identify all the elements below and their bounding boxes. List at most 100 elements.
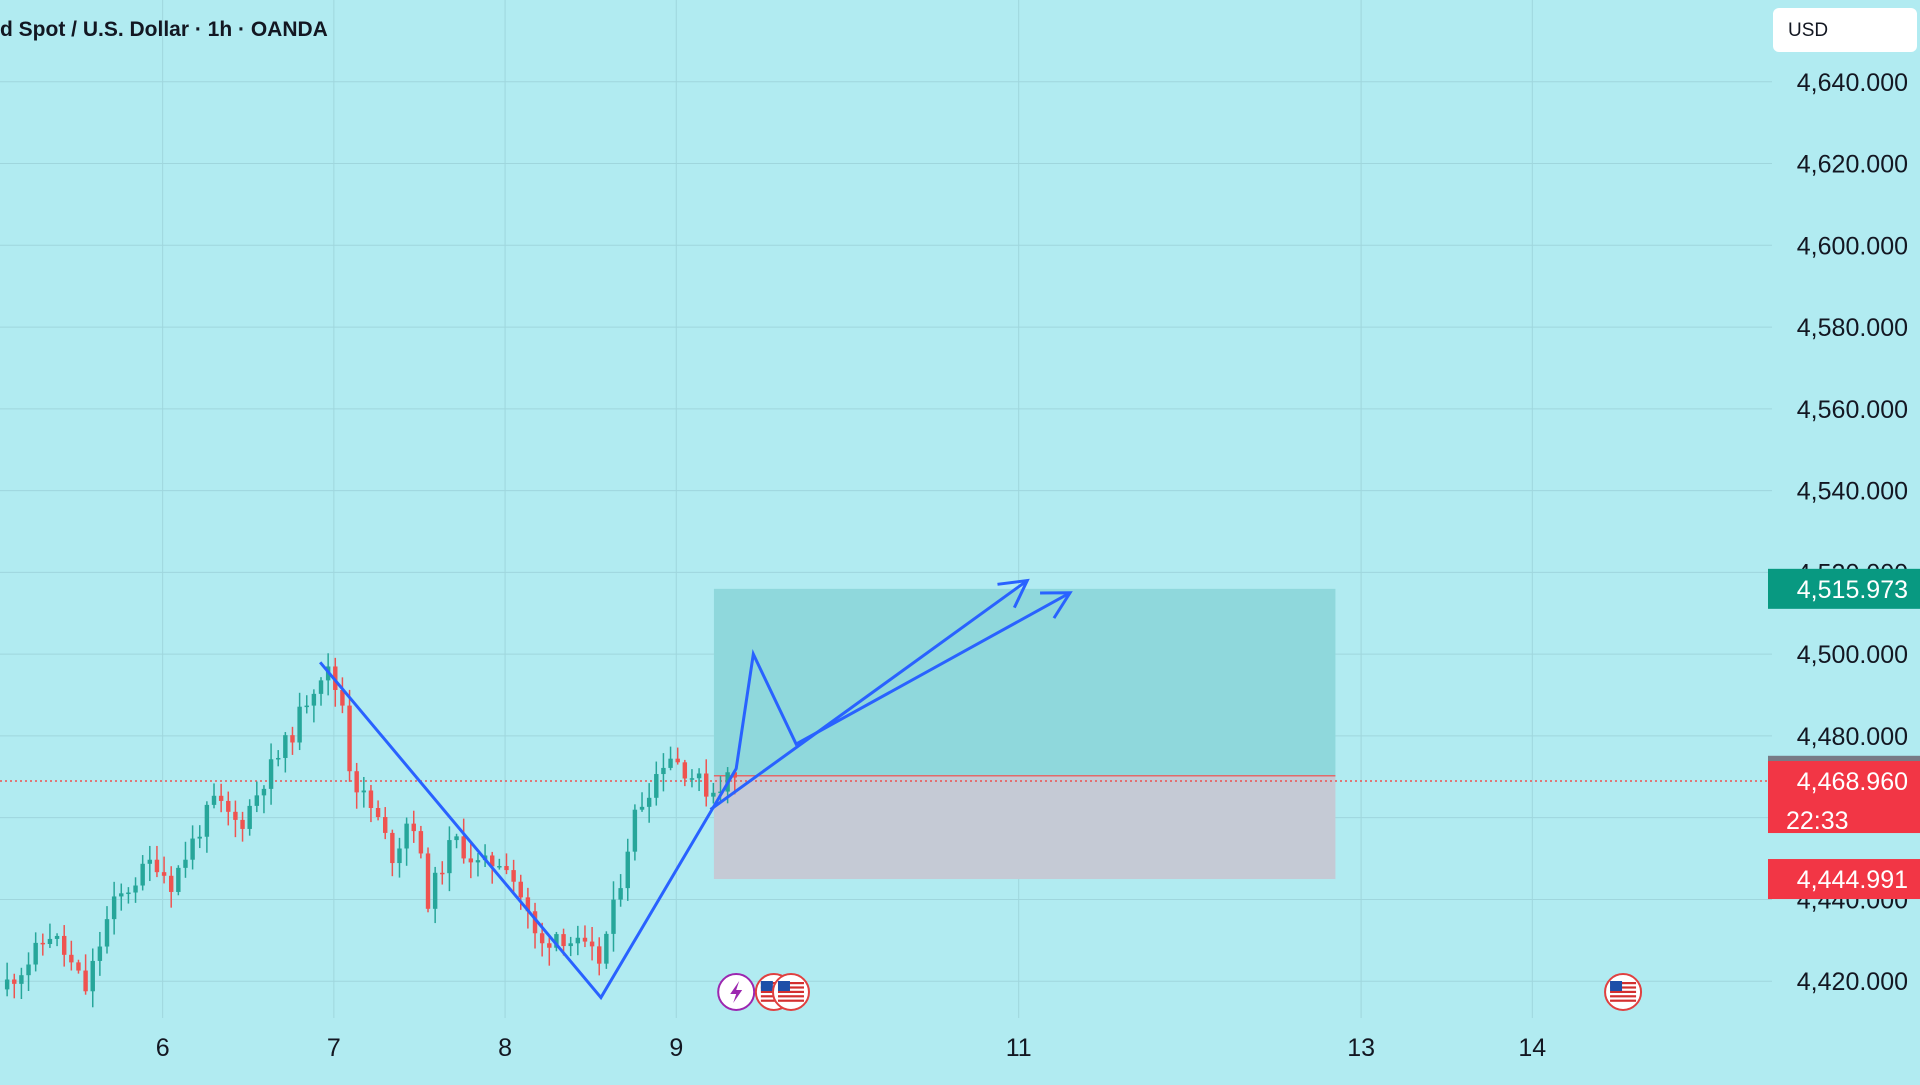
target-zone[interactable] [713,588,1336,776]
candle [119,883,124,911]
price-tick-label: 4,500.000 [1797,641,1908,669]
candle [154,845,160,878]
price-tick-label: 4,540.000 [1797,478,1908,506]
candle [682,759,688,787]
candle [475,853,481,877]
candle [304,695,309,714]
time-tick-label: 13 [1347,1034,1375,1062]
candle [418,825,424,859]
time-tick-label: 7 [327,1034,341,1062]
candle [411,810,416,843]
trend-arrow[interactable] [709,579,1029,811]
candle [47,923,53,948]
drawings[interactable] [319,578,1073,1001]
zigzag-projection[interactable] [319,591,1071,1001]
us-flag-icon[interactable] [771,973,810,1011]
candle [354,762,359,809]
candle [97,931,103,976]
candle [176,865,181,896]
stop-price-badge-value: 4,444.991 [1797,866,1908,894]
candle [604,931,609,969]
lightning-icon[interactable] [717,973,756,1011]
candle [297,692,302,751]
candle [461,818,466,864]
candle [639,792,645,812]
candle [190,825,195,870]
candle [19,967,24,1000]
zigzag-arrow-head [1040,591,1073,619]
currency-button[interactable]: USD [1773,8,1917,52]
candle [554,931,559,952]
candle [204,801,210,853]
candle [211,783,217,809]
arrow-head [997,578,1030,609]
stop-zone[interactable] [713,775,1336,880]
candle [233,800,238,838]
candle [290,726,295,755]
candle [133,877,138,903]
candle [597,937,602,976]
candle [104,906,110,954]
position-tool[interactable] [0,588,1772,880]
time-tick-label: 9 [669,1034,683,1062]
price-tick-label: 4,420.000 [1797,968,1908,996]
candle [361,776,367,808]
last-price-badge-value: 4,468.960 [1797,768,1908,796]
stop-price-badge: 4,444.991 [1768,859,1920,900]
candle [268,743,274,805]
candle [83,954,88,995]
price-tick-label: 4,480.000 [1797,723,1908,751]
candle [447,826,452,892]
candle [397,837,402,878]
candle [197,825,202,849]
candle [33,932,38,972]
candle [168,866,174,908]
candle [646,783,652,823]
price-tick-label: 4,600.000 [1797,232,1908,260]
candle [704,759,709,807]
candle [568,936,573,957]
grid-lines [0,0,1772,1018]
time-axis[interactable]: 6 7 8 9 11 13 14 [156,1034,1547,1062]
candle [54,933,60,947]
last-price-badge-countdown: 22:33 [1786,807,1849,835]
candle [532,902,538,949]
candle [504,853,509,875]
candle [26,952,31,992]
candle [140,855,145,891]
candle [511,859,516,893]
price-badges: 4,515.9734,470.2454,468.96022:334,444.99… [1768,568,1920,900]
candle [440,861,445,885]
candle [111,881,117,935]
candle [625,838,630,901]
time-tick-label: 14 [1518,1034,1546,1062]
candle [582,925,588,948]
candle [575,925,581,956]
candle [240,811,245,842]
currency-label: USD [1788,20,1828,41]
event-markers[interactable] [717,973,1643,1011]
candle [375,800,381,821]
candle [226,791,231,826]
candle [61,925,67,967]
candles [4,653,737,1008]
candle [261,785,267,814]
candle [147,845,153,882]
candle [368,784,374,823]
candle [547,937,552,966]
time-tick-label: 8 [498,1034,512,1062]
last-price-badge: 4,468.960 22:33 [1768,761,1920,835]
candle [340,677,345,714]
candle [589,926,595,961]
candle [276,750,281,767]
candle [383,807,388,840]
us-flag-icon[interactable] [1604,973,1643,1011]
candle [404,817,409,866]
candle [311,689,317,723]
candle [254,781,260,813]
candle [468,841,474,879]
candle [668,746,673,771]
time-tick-label: 6 [156,1034,170,1062]
